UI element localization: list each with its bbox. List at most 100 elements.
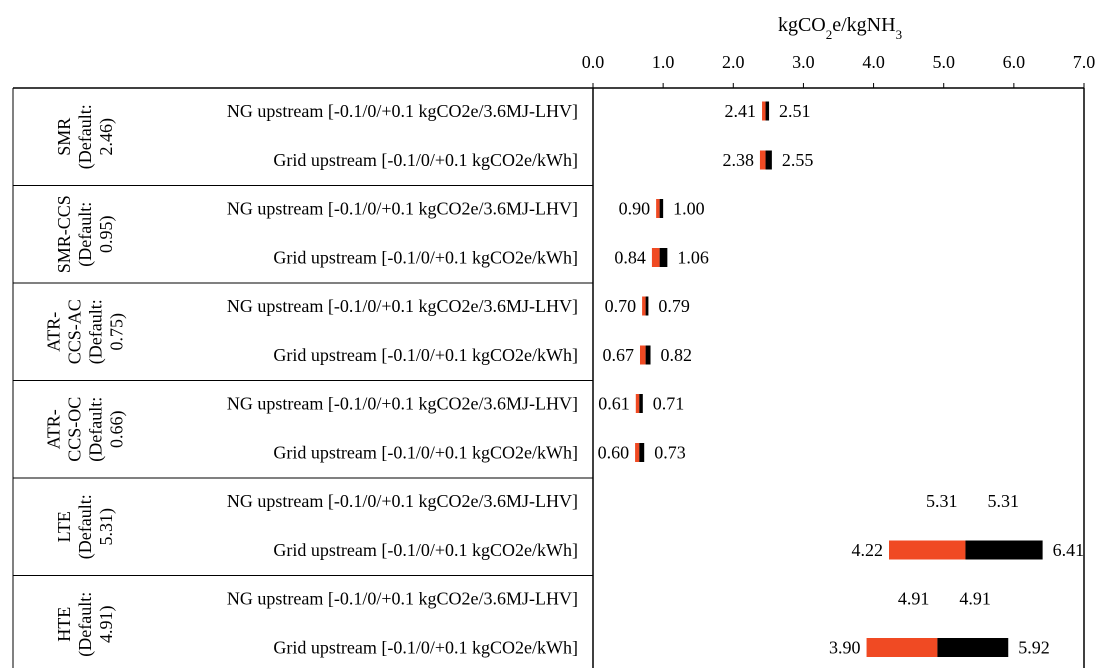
bar-low (642, 296, 646, 316)
x-tick-label: 7.0 (1073, 52, 1096, 72)
group-label: LTE(Default:5.31) (54, 494, 117, 559)
row-label: NG upstream [-0.1/0/+0.1 kgCO2e/3.6MJ-LH… (227, 394, 578, 414)
value-label-high: 0.71 (653, 394, 685, 414)
x-tick-label: 1.0 (652, 52, 675, 72)
group-label-line: 4.91) (96, 606, 117, 644)
group-label-line: 2.46) (96, 118, 117, 156)
group-label-line: SMR (54, 118, 74, 156)
value-label-high: 1.06 (677, 248, 709, 268)
group-label: ATR-CCS-AC(Default:0.75) (44, 299, 128, 364)
value-label-low: 0.84 (614, 248, 646, 268)
bar-high (639, 394, 643, 413)
x-tick-label: 2.0 (722, 52, 745, 72)
value-label-low: 4.22 (852, 540, 884, 560)
x-axis-title-part: kgCO (778, 14, 826, 36)
value-label-low: 0.61 (598, 394, 630, 414)
group-label: HTE(Default:4.91) (54, 592, 117, 657)
row-label: Grid upstream [-0.1/0/+0.1 kgCO2e/kWh] (273, 540, 578, 560)
bar-high (937, 638, 1009, 657)
value-label-high: 0.73 (654, 443, 686, 463)
bar-low (635, 394, 640, 413)
row-label: NG upstream [-0.1/0/+0.1 kgCO2e/3.6MJ-LH… (227, 199, 578, 219)
group-label-line: LTE (54, 511, 74, 542)
group-label-line: ATR- (44, 409, 64, 449)
bar-high (639, 443, 645, 462)
group-label-line: (Default: (75, 494, 96, 559)
bar-high (645, 345, 651, 365)
value-label-low: 4.91 (898, 589, 930, 609)
x-axis-title-subscript: 3 (896, 27, 903, 42)
value-label-high: 1.00 (673, 199, 705, 219)
x-tick-label: 4.0 (862, 52, 885, 72)
group-label-line: 0.95) (96, 216, 117, 254)
bar-low (656, 199, 660, 218)
row-label: Grid upstream [-0.1/0/+0.1 kgCO2e/kWh] (273, 150, 578, 170)
group-label-line: CCS-OC (65, 397, 85, 462)
bar-high (645, 296, 649, 316)
bar-low (759, 150, 766, 170)
x-axis-title-subscript: 2 (826, 27, 833, 42)
row-label: NG upstream [-0.1/0/+0.1 kgCO2e/3.6MJ-LH… (227, 589, 578, 609)
group-label-line: CCS-AC (65, 299, 85, 364)
group-label-line: (Default: (75, 592, 96, 657)
group-label-line: 0.66) (107, 411, 128, 449)
value-label-low: 2.41 (725, 101, 757, 121)
bar-high (765, 150, 772, 170)
bar-high (659, 248, 668, 267)
group-label: SMR(Default:2.46) (54, 104, 117, 169)
value-label-low: 0.60 (598, 443, 630, 463)
row-labels: SMR(Default:2.46)NG upstream [-0.1/0/+0.… (44, 101, 579, 658)
value-label-low: 2.38 (722, 150, 754, 170)
value-label-high: 5.31 (987, 491, 1019, 511)
group-label-line: (Default: (75, 104, 96, 169)
group-label-line: (Default: (86, 299, 107, 364)
x-tick-label: 3.0 (792, 52, 815, 72)
value-label-high: 0.82 (661, 345, 693, 365)
row-label: NG upstream [-0.1/0/+0.1 kgCO2e/3.6MJ-LH… (227, 491, 578, 511)
value-label-high: 5.92 (1018, 638, 1050, 658)
x-tick-label: 5.0 (932, 52, 955, 72)
value-label-high: 2.51 (779, 101, 811, 121)
group-label: ATR-CCS-OC(Default:0.66) (44, 397, 128, 462)
bars: 2.41 2.51 2.38 2.55 0.90 1.00 0.84 1.06 0.70 0.79… (598, 101, 1085, 658)
group-label-line: HTE (54, 607, 74, 642)
bar-low (651, 248, 660, 267)
row-label: Grid upstream [-0.1/0/+0.1 kgCO2e/kWh] (273, 248, 578, 268)
group-label-line: (Default: (75, 202, 96, 267)
x-axis-title: kgCO2e/kgNH3 (778, 14, 902, 42)
bar-high (659, 199, 664, 218)
value-label-high: 4.91 (959, 589, 991, 609)
value-label-low: 3.90 (829, 638, 861, 658)
group-label-line: ATR- (44, 312, 64, 352)
bar-high (965, 540, 1043, 560)
x-tick-label: 0.0 (582, 52, 605, 72)
bar-low (889, 540, 966, 560)
bar-low (866, 638, 938, 657)
x-axis-title-part: e/kgNH (832, 14, 895, 36)
x-tick-label: 6.0 (1003, 52, 1026, 72)
value-label-low: 0.67 (602, 345, 634, 365)
x-axis-ticks: 0.0 1.0 2.0 3.0 4.0 5.0 6.0 7.0 (582, 52, 1096, 88)
row-label: Grid upstream [-0.1/0/+0.1 kgCO2e/kWh] (273, 638, 578, 658)
group-label-line: 5.31) (96, 508, 117, 546)
value-label-low: 0.70 (605, 296, 637, 316)
value-label-high: 0.79 (658, 296, 690, 316)
row-label: Grid upstream [-0.1/0/+0.1 kgCO2e/kWh] (273, 443, 578, 463)
value-label-high: 2.55 (782, 150, 814, 170)
bar-high (765, 101, 770, 121)
value-label-high: 6.41 (1053, 540, 1085, 560)
bar-low (635, 443, 640, 462)
value-label-low: 0.90 (619, 199, 651, 219)
row-label: NG upstream [-0.1/0/+0.1 kgCO2e/3.6MJ-LH… (227, 296, 578, 316)
bar-low (639, 345, 646, 365)
row-label: Grid upstream [-0.1/0/+0.1 kgCO2e/kWh] (273, 345, 578, 365)
group-label-line: SMR-CCS (54, 195, 74, 273)
bar-low (762, 101, 766, 121)
group-label-line: (Default: (86, 397, 107, 462)
chart-frame (12, 87, 1085, 668)
group-label: SMR-CCS(Default:0.95) (54, 195, 117, 273)
value-label-low: 5.31 (926, 491, 958, 511)
group-label-line: 0.75) (107, 313, 128, 351)
row-label: NG upstream [-0.1/0/+0.1 kgCO2e/3.6MJ-LH… (227, 101, 578, 121)
